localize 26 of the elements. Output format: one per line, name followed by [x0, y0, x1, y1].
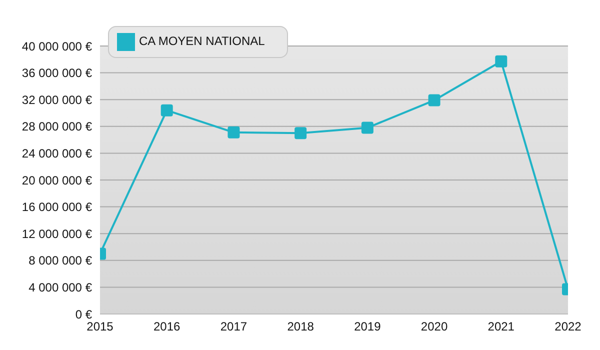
- point: [228, 126, 240, 138]
- x-tick-label: 2021: [488, 320, 515, 334]
- y-tick-label: 12 000 000 €: [22, 226, 92, 241]
- y-tick-label: 28 000 000 €: [22, 120, 92, 134]
- y-tick-label: 32 000 000 €: [22, 92, 92, 107]
- x-tick-label: 2018: [287, 320, 314, 334]
- y-tick-label: 0 €: [75, 307, 92, 322]
- y-tick-label: 24 000 000 €: [22, 146, 92, 160]
- point: [495, 55, 508, 68]
- point: [160, 104, 173, 116]
- x-tick-label: 2022: [554, 320, 582, 334]
- x-tick-label: 2017: [220, 320, 248, 334]
- y-tick-label: 20 000 000 €: [22, 173, 92, 188]
- x-tick-label: 2016: [154, 320, 181, 334]
- x-tick-label: 2015: [86, 320, 114, 334]
- y-tick-label: 36 000 000 €: [22, 66, 92, 80]
- legend-label: CA MOYEN NATIONAL: [139, 34, 265, 48]
- point: [428, 94, 440, 106]
- y-tick-label: 8 000 000 €: [28, 254, 92, 268]
- point: [361, 122, 374, 134]
- y-tick-label: 16 000 000 €: [22, 200, 92, 214]
- x-tick-label: 2019: [354, 320, 382, 334]
- x-tick-label: 2020: [420, 320, 448, 334]
- y-tick-label: 4 000 000 €: [28, 280, 92, 294]
- y-tick-label: 40 000 000 €: [22, 39, 92, 54]
- point: [294, 127, 307, 140]
